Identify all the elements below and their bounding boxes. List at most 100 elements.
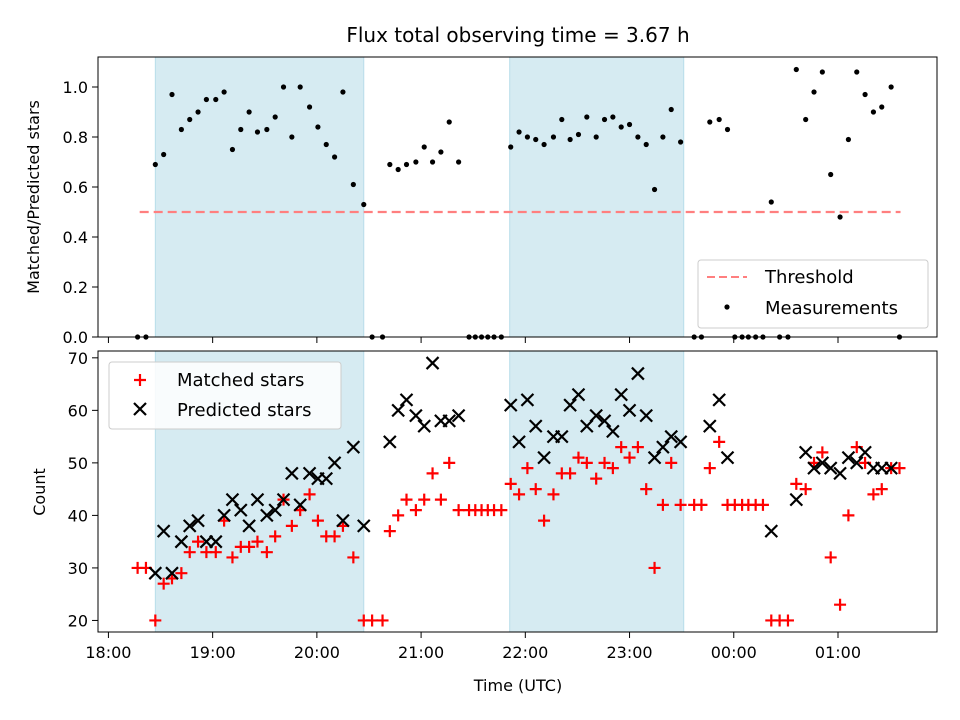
matched-star-point-52 — [572, 451, 585, 464]
measurement-point-26 — [361, 201, 367, 208]
measurement-point-75 — [768, 199, 774, 205]
matched-star-point-63 — [665, 456, 678, 469]
bottom-xtick-label-3: 21:00 — [398, 643, 444, 662]
top-legend-box — [697, 259, 929, 329]
predicted-star-point-54 — [673, 435, 688, 449]
matched-star-point-81 — [816, 446, 829, 459]
top-ytick-label-4: 0.8 — [63, 128, 88, 147]
matched-star-point-78 — [790, 477, 803, 490]
matched-star-point-35 — [434, 493, 447, 506]
bottom-ytick-label-2: 40 — [68, 506, 88, 525]
top-legend: Threshold Measurements — [697, 259, 929, 329]
top-y-axis-label: Matched/Predicted stars — [24, 100, 43, 294]
bottom-ytick-label-3: 50 — [68, 454, 88, 473]
predicted-star-point-67 — [858, 445, 872, 460]
measurement-point-78 — [793, 66, 799, 73]
measurement-point-2 — [152, 161, 158, 168]
measurement-point-59 — [635, 134, 641, 140]
top-plot-frame — [97, 56, 938, 338]
predicted-star-point-27 — [399, 393, 414, 407]
measurement-point-62 — [660, 134, 666, 140]
predicted-star-point-34 — [503, 398, 518, 412]
bottom-x-axis: 18:00 19:00 20:00 21:00 22:00 23:00 00:00 01:00 — [85, 632, 861, 662]
predicted-star-point-36 — [520, 393, 535, 407]
matched-star-point-51 — [564, 467, 577, 480]
matched-star-point-25 — [347, 551, 360, 564]
measurement-point-30 — [395, 166, 401, 173]
matched-star-point-6 — [183, 546, 196, 559]
measurement-point-61 — [651, 186, 658, 193]
predicted-star-point-42 — [571, 387, 586, 402]
bottom-xtick-label-0: 18:00 — [85, 643, 131, 662]
matched-star-point-27 — [366, 614, 379, 627]
measurement-point-53 — [584, 114, 590, 120]
predicted-star-point-38 — [537, 450, 551, 465]
predicted-star-point-33 — [451, 408, 466, 423]
matched-star-point-29 — [383, 525, 396, 538]
matched-star-point-46 — [521, 462, 534, 475]
matched-star-point-58 — [623, 451, 636, 464]
measurement-point-57 — [618, 124, 624, 130]
measurement-point-50 — [559, 116, 565, 123]
measurement-point-10 — [221, 89, 227, 95]
predicted-star-point-61 — [807, 461, 821, 475]
matched-star-point-34 — [426, 467, 439, 480]
measurement-point-84 — [845, 136, 852, 143]
predicted-star-point-55 — [703, 419, 717, 433]
matched-star-point-5 — [175, 567, 188, 580]
measurement-point-34 — [429, 159, 436, 165]
predicted-star-point-13 — [260, 508, 274, 523]
predicted-star-point-4 — [182, 519, 197, 533]
matched-star-point-36 — [443, 456, 456, 469]
top-ytick-label-1: 0.2 — [63, 278, 88, 297]
predicted-star-point-3 — [174, 534, 189, 549]
measurement-point-49 — [550, 134, 557, 140]
measurement-point-14 — [254, 129, 261, 135]
predicted-star-point-70 — [884, 461, 898, 475]
matched-star-point-88 — [875, 483, 888, 496]
predicted-star-point-59 — [789, 492, 804, 507]
matched-star-point-56 — [606, 462, 619, 475]
bottom-xtick-label-6: 00:00 — [711, 643, 757, 662]
predicted-star-point-28 — [409, 408, 423, 423]
legend-predicted-swatch — [133, 402, 147, 416]
matched-star-point-21 — [311, 514, 324, 527]
predicted-star-point-57 — [720, 450, 735, 465]
top-ytick-label-3: 0.6 — [63, 178, 88, 197]
measurement-point-15 — [264, 126, 270, 133]
measurement-point-36 — [446, 119, 452, 125]
predicted-star-point-22 — [336, 513, 350, 528]
predicted-star-point-8 — [217, 508, 231, 523]
bottom-xtick-label-2: 20:00 — [294, 643, 340, 662]
measurement-point-83 — [837, 214, 843, 220]
matched-star-point-84 — [842, 509, 855, 522]
measurement-point-35 — [438, 149, 444, 155]
measurement-point-54 — [593, 134, 599, 140]
predicted-star-point-58 — [764, 524, 779, 538]
predicted-star-point-49 — [631, 366, 645, 381]
measurement-point-46 — [524, 134, 531, 140]
bottom-ytick-label-0: 20 — [68, 611, 88, 630]
bottom-shade-1 — [509, 350, 685, 633]
measurement-point-18 — [289, 134, 295, 140]
matched-star-point-83 — [834, 598, 847, 611]
predicted-star-point-26 — [391, 403, 405, 418]
matched-star-point-37 — [452, 504, 465, 517]
measurement-point-17 — [280, 84, 287, 90]
predicted-star-point-5 — [191, 513, 205, 528]
predicted-star-point-62 — [815, 456, 830, 470]
matched-star-point-9 — [209, 546, 222, 559]
matched-star-point-82 — [824, 551, 837, 564]
predicted-star-point-0 — [148, 566, 163, 580]
matched-star-point-20 — [303, 488, 316, 501]
measurement-point-6 — [187, 116, 193, 123]
legend-measurements-swatch — [724, 304, 730, 310]
bottom-legend: Matched stars Predicted stars — [108, 361, 342, 430]
predicted-star-point-60 — [798, 445, 813, 460]
matched-star-point-16 — [269, 530, 282, 543]
matched-star-point-48 — [538, 514, 551, 527]
measurement-point-45 — [516, 129, 522, 135]
predicted-star-point-7 — [208, 534, 223, 549]
top-x-ticks — [107, 337, 839, 343]
predicted-star-point-66 — [849, 456, 864, 470]
